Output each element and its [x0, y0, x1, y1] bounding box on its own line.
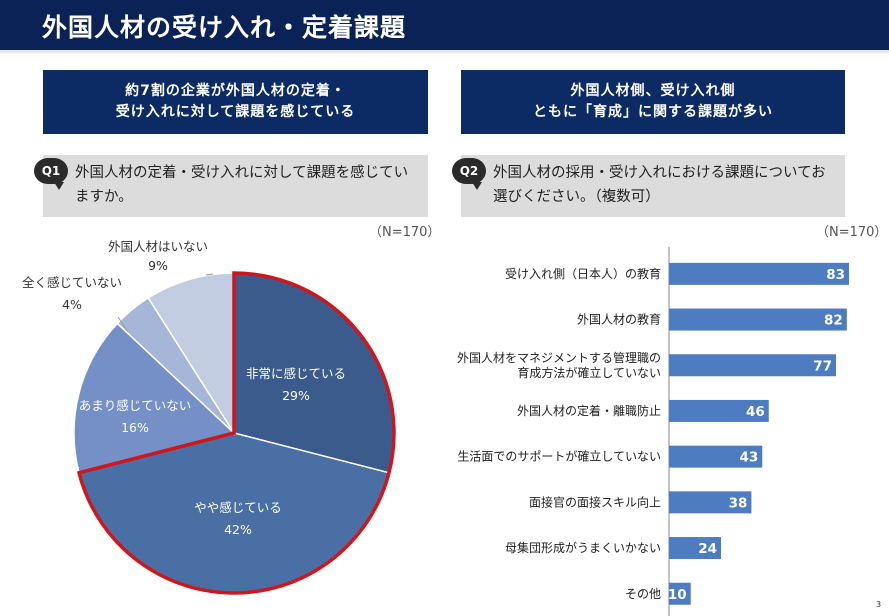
bar-4 [669, 399, 769, 422]
bar-label-5: 生活面でのサポートが確立していない [457, 449, 661, 464]
bar-label-3-line2: 育成方法が確立していない [517, 365, 661, 380]
pie-value-4: 4% [62, 297, 82, 312]
page-number: 3 [876, 600, 882, 609]
bar-label-7: 母集団形成がうまくいかない [505, 540, 661, 555]
title-underline [0, 50, 889, 53]
bar-value-5: 43 [739, 450, 758, 466]
bar-7 [669, 537, 722, 560]
banner-right-line1: 外国人材側、受け入れ側 [570, 83, 736, 99]
pie-highlight-outline [76, 271, 396, 595]
bar-5 [669, 445, 763, 468]
pie-label-3: あまり感じていない [79, 398, 192, 413]
bar-value-6: 38 [729, 495, 748, 511]
banner-left-line2: 受け入れに対して課題を感じている [115, 104, 356, 120]
pie-label-2: やや感じている [194, 500, 282, 515]
banner-right-line2: ともに「育成」に関する課題が多い [533, 104, 773, 120]
pie-leader-line-4 [117, 316, 129, 333]
bar-label-4: 外国人材の定着・離職防止 [517, 403, 661, 418]
question-box-q2: Q2 外国人材の採用・受け入れにおける課題についてお選びください。（複数可） [452, 155, 845, 217]
bar-value-2: 82 [824, 313, 843, 329]
q2-text: 外国人材の採用・受け入れにおける課題についてお選びください。（複数可） [493, 165, 826, 205]
pie-value-2: 42% [224, 522, 252, 537]
bar-value-1: 83 [826, 267, 845, 283]
summary-banner-left: 約7割の企業が外国人材の定着・ 受け入れに対して課題を感じている [43, 70, 428, 134]
summary-banner-right: 外国人材側、受け入れ側 ともに「育成」に関する課題が多い [461, 70, 845, 134]
bar-chart: 83 受け入れ側（日本人）の教育 82 外国人材の教育 77 外国人材をマネジメントする管… [457, 247, 849, 616]
bar-label-3-line1: 外国人材をマネジメントする管理職の [457, 350, 661, 365]
title-bar: 外国人材の受け入れ・定着課題 [0, 0, 889, 53]
pie-slice-3 [73, 322, 236, 474]
q1-text: 外国人材の定着・受け入れに対して課題を感じていますか。 [75, 165, 409, 205]
q1-badge: Q1 [34, 158, 68, 190]
bar-8 [669, 582, 691, 605]
bar-value-7: 24 [698, 541, 717, 557]
bar-value-4: 46 [746, 404, 765, 420]
bar-label-1: 受け入れ側（日本人）の教育 [505, 266, 661, 281]
bar-label-6: 面接官の面接スキル向上 [529, 494, 661, 509]
pie-label-1: 非常に感じている [246, 366, 346, 381]
pie-value-5: 9% [148, 258, 168, 273]
page-title: 外国人材の受け入れ・定着課題 [42, 13, 407, 42]
banner-left-line1: 約7割の企業が外国人材の定着・ [125, 83, 346, 99]
pie-label-5: 外国人材はいない [108, 239, 208, 254]
question-box-q1: Q1 外国人材の定着・受け入れに対して課題を感じていますか。 [34, 155, 428, 217]
bar-label-2: 外国人材の教育 [577, 312, 661, 327]
q1-sample-size: （N=170） [369, 225, 441, 240]
bar-1 [669, 262, 849, 285]
pie-leader-line-5 [205, 273, 214, 276]
q2-sample-size: （N=170） [816, 225, 888, 240]
pie-value-1: 29% [282, 388, 310, 403]
bar-value-8: 10 [668, 587, 687, 603]
bar-3 [669, 354, 836, 377]
bar-value-3: 77 [813, 358, 832, 374]
bar-label-8: その他 [625, 587, 661, 601]
pie-value-3: 16% [121, 420, 149, 435]
q2-badge: Q2 [452, 158, 486, 190]
pie-chart: 非常に感じている 29% やや感じている 42% あまり感じていない 16% 全く感じていな… [22, 239, 396, 595]
bar-6 [669, 491, 752, 514]
bar-2 [669, 308, 847, 331]
pie-label-4: 全く感じていない [22, 275, 122, 290]
